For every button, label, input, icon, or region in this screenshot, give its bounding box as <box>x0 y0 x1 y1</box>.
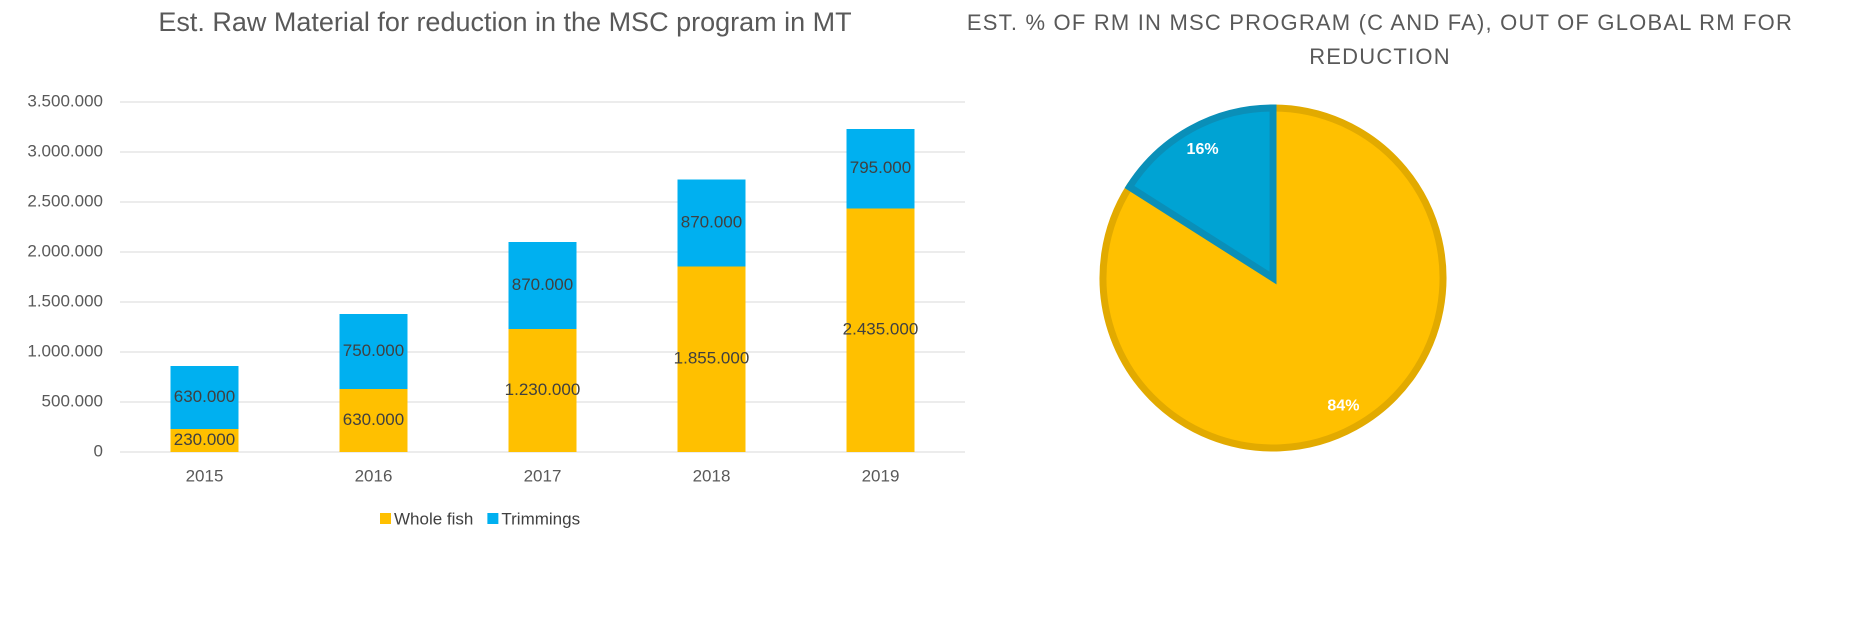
value-label: 630.000 <box>343 410 404 429</box>
bar-segment <box>170 429 239 452</box>
y-tick-label: 0 <box>94 441 103 460</box>
bar-segment <box>339 314 408 389</box>
y-tick-label: 500.000 <box>42 391 103 410</box>
value-label: 630.000 <box>174 387 235 406</box>
bar-segment <box>677 179 746 267</box>
legend-label: Trimmings <box>501 509 580 528</box>
bar-segment <box>508 329 577 452</box>
bar-segment <box>170 366 239 429</box>
legend-swatch <box>487 513 499 524</box>
value-label: 16% <box>1187 141 1219 158</box>
chart-title: EST. % OF RM IN MSC PROGRAM (C AND FA), … <box>966 10 1794 69</box>
value-label: 230.000 <box>174 430 235 449</box>
bar-segment <box>339 389 408 452</box>
bar-segment <box>846 208 915 452</box>
pie-slice <box>1099 104 1447 452</box>
y-tick-label: 1.500.000 <box>27 291 103 310</box>
y-tick-label: 2.000.000 <box>27 241 103 260</box>
x-tick-label: 2017 <box>524 466 562 485</box>
x-tick-label: 2019 <box>862 466 900 485</box>
bar-segment <box>677 266 746 452</box>
value-label: 2.435.000 <box>843 320 919 339</box>
x-tick-label: 2015 <box>186 466 224 485</box>
value-label: 84% <box>1327 397 1359 414</box>
x-tick-label: 2016 <box>355 466 393 485</box>
y-tick-label: 2.500.000 <box>27 191 103 210</box>
bar-segment <box>846 129 915 209</box>
value-label: 870.000 <box>512 275 573 294</box>
value-label: 870.000 <box>681 212 742 231</box>
legend-swatch <box>380 513 391 524</box>
y-tick-label: 1.000.000 <box>27 341 103 360</box>
value-label: 1.855.000 <box>674 349 750 368</box>
value-label: 1.230.000 <box>505 380 581 399</box>
bar-segment <box>508 242 577 329</box>
y-tick-label: 3.000.000 <box>27 141 103 160</box>
x-tick-label: 2018 <box>693 466 731 485</box>
pie-slice <box>1124 104 1277 285</box>
value-label: 750.000 <box>343 341 404 360</box>
value-label: 795.000 <box>850 158 911 177</box>
legend-label: Whole fish <box>394 509 473 528</box>
chart-title: Est. Raw Material for reduction in the M… <box>158 7 852 37</box>
y-tick-label: 3.500.000 <box>27 91 103 110</box>
